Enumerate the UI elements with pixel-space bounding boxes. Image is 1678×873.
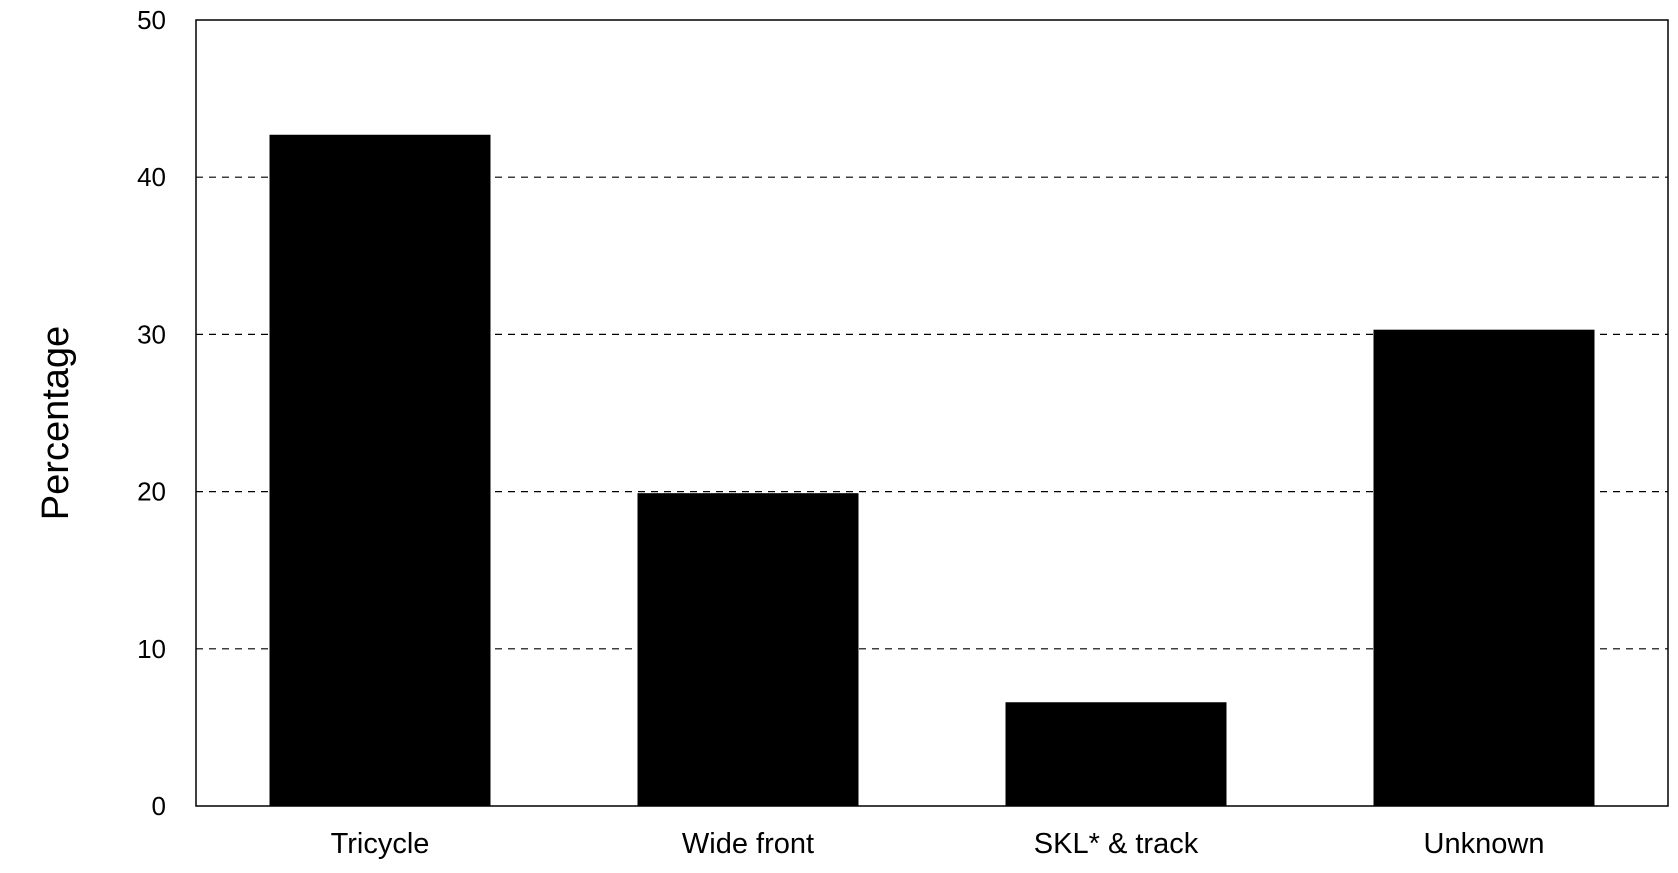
y-tick-label: 10 xyxy=(137,634,166,664)
bar-wide-front xyxy=(637,493,859,806)
y-axis-ticks: 0 10 20 30 40 50 xyxy=(137,5,166,821)
x-axis-labels: Tricycle Wide front SKL* & track Unknown xyxy=(331,828,1545,860)
x-category-label: Unknown xyxy=(1424,828,1545,860)
bars xyxy=(269,134,1595,807)
bar-unknown xyxy=(1373,329,1595,806)
y-tick-label: 40 xyxy=(137,162,166,192)
y-tick-label: 50 xyxy=(137,5,166,35)
y-tick-label: 30 xyxy=(137,319,166,349)
y-tick-label: 0 xyxy=(152,791,166,821)
plot-frame xyxy=(195,19,1669,807)
bar-tricycle xyxy=(269,134,491,807)
y-tick-label: 20 xyxy=(137,477,166,507)
bar-skl-track xyxy=(1005,702,1227,806)
x-category-label: Tricycle xyxy=(331,828,430,860)
x-category-label: Wide front xyxy=(682,828,814,860)
x-category-label: SKL* & track xyxy=(1034,828,1199,860)
y-axis-title: Percentage xyxy=(35,326,77,520)
